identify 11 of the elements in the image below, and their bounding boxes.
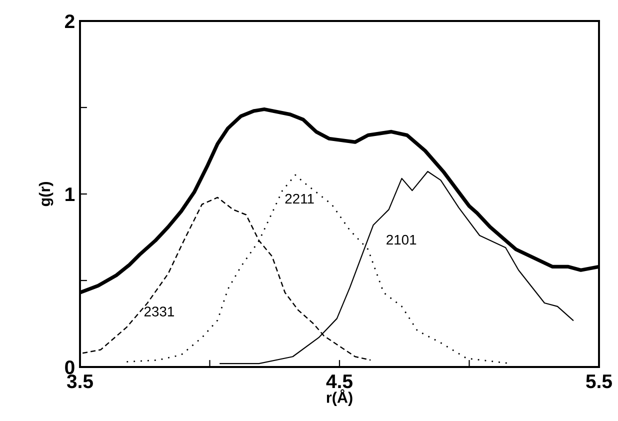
series-label: 2101 <box>386 234 416 245</box>
y-axis-title: g(r) <box>38 182 54 206</box>
x-tick-label: 5.5 <box>586 374 612 388</box>
x-tick-label: 4.5 <box>326 374 352 388</box>
y-tick-label: 1 <box>66 188 75 202</box>
y-tick-label: 0 <box>65 360 74 374</box>
x-tick-label: 3.5 <box>66 374 93 388</box>
x-axis-title: r(Å) <box>326 389 352 406</box>
y-tick-label: 2 <box>65 14 74 28</box>
series-label: 2211 <box>285 194 314 204</box>
series-label: 2331 <box>144 306 174 316</box>
